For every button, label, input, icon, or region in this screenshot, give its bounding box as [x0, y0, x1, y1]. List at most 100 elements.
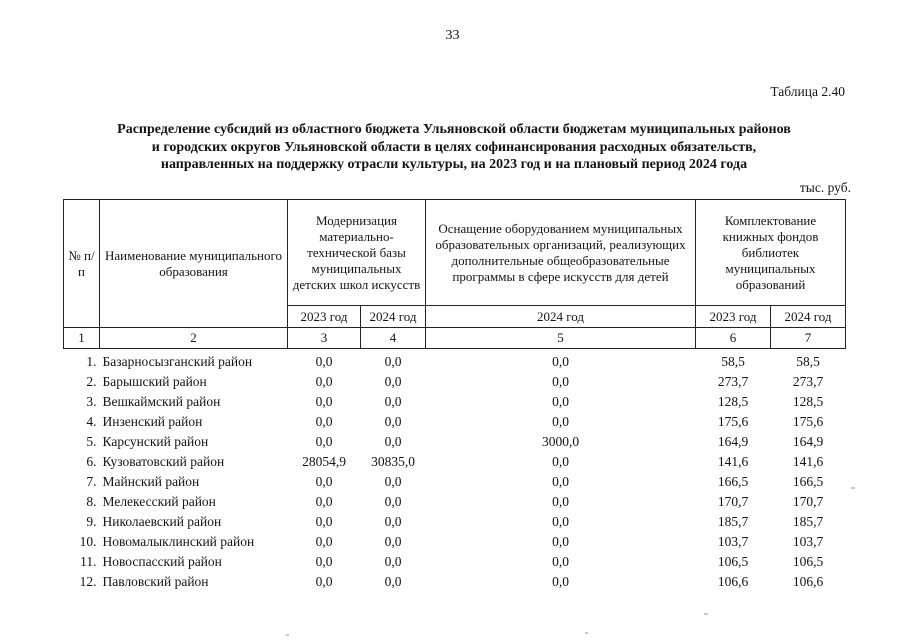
row-index: 5. [86, 434, 97, 449]
table-row: 7. Майнский район 0,0 0,0 0,0 166,5 166,5 [64, 472, 846, 492]
value-cell: 0,0 [384, 434, 402, 449]
title-line-1: Распределение субсидий из областного бюд… [117, 122, 791, 137]
header-library-funds-column: Комплектование книжных фондов библиотек … [694, 199, 847, 306]
value-cell: 0,0 [315, 534, 333, 549]
table-row: 3. Вешкаймский район 0,0 0,0 0,0 128,5 128,5 [64, 392, 846, 412]
table-row: 4. Инзенский район 0,0 0,0 0,0 175,6 175,6 [64, 412, 846, 432]
row-index: 8. [86, 494, 97, 509]
value-cell: 106,6 [792, 574, 824, 589]
value-cell: 164,9 [717, 434, 749, 449]
table-row: 8. Мелекесский район 0,0 0,0 0,0 170,7 170,7 [64, 492, 846, 512]
row-index: 2. [86, 374, 97, 389]
subsidies-table: № п/п Наименование муниципального образо… [63, 199, 847, 593]
table-row: 9. Николаевский район 0,0 0,0 0,0 185,7 185,7 [64, 512, 846, 532]
value-cell: 0,0 [552, 554, 569, 569]
table-row: 1. Базарносызганский район 0,0 0,0 0,0 58,5 58… [64, 349, 846, 373]
scan-artifact [585, 632, 588, 634]
value-cell: 170,7 [717, 494, 749, 509]
value-cell: 141,6 [717, 454, 749, 469]
value-cell: 185,7 [792, 514, 824, 529]
value-cell: 175,6 [792, 414, 824, 429]
row-index: 6. [86, 454, 97, 469]
value-cell: 0,0 [384, 354, 402, 369]
row-index: 4. [86, 414, 97, 429]
district-name: Новоспасский район [102, 554, 222, 569]
value-cell: 0,0 [552, 454, 569, 469]
value-cell: 128,5 [792, 394, 824, 409]
units-label: тыс. руб. [799, 180, 851, 195]
table-header: № п/п Наименование муниципального образо… [63, 199, 847, 349]
table-body: 1. Базарносызганский район 0,0 0,0 0,0 58,5 58… [64, 349, 846, 593]
value-cell: 30835,0 [371, 454, 415, 469]
value-cell: 0,0 [384, 534, 402, 549]
header-column-index: 7 [769, 327, 847, 349]
value-cell: 0,0 [315, 354, 333, 369]
header-column-index: 3 [287, 327, 361, 349]
value-cell: 3000,0 [541, 434, 580, 449]
header-column-index: 5 [425, 327, 696, 349]
header-equipment-column: Оснащение оборудованием муниципальных об… [425, 199, 696, 306]
value-cell: 0,0 [384, 374, 402, 389]
table-row: 6. Кузоватовский район 28054,9 30835,0 0,0 14… [64, 452, 846, 472]
row-index: 9. [86, 514, 97, 529]
header-row-number-column: № п/п [63, 199, 100, 328]
value-cell: 141,6 [792, 454, 824, 469]
value-cell: 164,9 [792, 434, 824, 449]
value-cell: 0,0 [315, 574, 333, 589]
header-municipality-column: Наименование муниципального образования [99, 199, 288, 328]
header-year-cell: 2024 год [425, 305, 696, 328]
value-cell: 106,5 [717, 554, 749, 569]
row-index: 12. [79, 574, 97, 589]
value-cell: 170,7 [792, 494, 824, 509]
page-number: 33 [445, 28, 460, 43]
document-title: Распределение субсидий из областного бюд… [63, 121, 845, 174]
district-name: Карсунский район [102, 434, 209, 449]
value-cell: 0,0 [552, 514, 569, 529]
value-cell: 0,0 [315, 394, 333, 409]
header-column-index: 6 [695, 327, 771, 349]
value-cell: 0,0 [552, 574, 569, 589]
value-cell: 0,0 [384, 574, 402, 589]
district-name: Мелекесский район [102, 494, 216, 509]
value-cell: 58,5 [721, 354, 745, 369]
value-cell: 0,0 [384, 394, 402, 409]
value-cell: 166,5 [792, 474, 824, 489]
district-name: Вешкаймский район [102, 394, 221, 409]
value-cell: 0,0 [384, 554, 402, 569]
header-column-index: 4 [360, 327, 426, 349]
table-row: 11. Новоспасский район 0,0 0,0 0,0 106,5 106,5 [64, 552, 846, 572]
header-column-index: 1 [63, 327, 100, 349]
district-name: Базарносызганский район [102, 354, 253, 369]
district-name: Новомалыклинский район [102, 534, 255, 549]
value-cell: 273,7 [717, 374, 749, 389]
value-cell: 273,7 [792, 374, 824, 389]
district-name: Инзенский район [102, 414, 203, 429]
district-name: Майнский район [102, 474, 200, 489]
table-caption-number: Таблица 2.40 [770, 84, 845, 99]
row-index: 3. [86, 394, 97, 409]
header-year-cell: 2024 год [360, 305, 426, 328]
district-name: Павловский район [102, 574, 209, 589]
value-cell: 0,0 [315, 374, 333, 389]
row-index: 1. [86, 354, 97, 369]
value-cell: 0,0 [552, 494, 569, 509]
value-cell: 0,0 [552, 474, 569, 489]
value-cell: 0,0 [384, 514, 402, 529]
scan-artifact [851, 487, 855, 489]
table-row: 5. Карсунский район 0,0 0,0 3000,0 164,9 164,9 [64, 432, 846, 452]
value-cell: 106,6 [717, 574, 749, 589]
value-cell: 0,0 [552, 534, 569, 549]
value-cell: 0,0 [315, 434, 333, 449]
value-cell: 166,5 [717, 474, 749, 489]
scan-artifact [286, 634, 289, 636]
value-cell: 175,6 [717, 414, 749, 429]
value-cell: 0,0 [384, 474, 402, 489]
header-modernization-column: Модернизация материально-технической баз… [287, 199, 426, 306]
district-name: Кузоватовский район [102, 454, 225, 469]
value-cell: 103,7 [792, 534, 824, 549]
table-row: 10. Новомалыклинский район 0,0 0,0 0,0 103,7 1… [64, 532, 846, 552]
header-year-cell: 2023 год [287, 305, 361, 328]
district-name: Николаевский район [102, 514, 222, 529]
value-cell: 128,5 [717, 394, 749, 409]
